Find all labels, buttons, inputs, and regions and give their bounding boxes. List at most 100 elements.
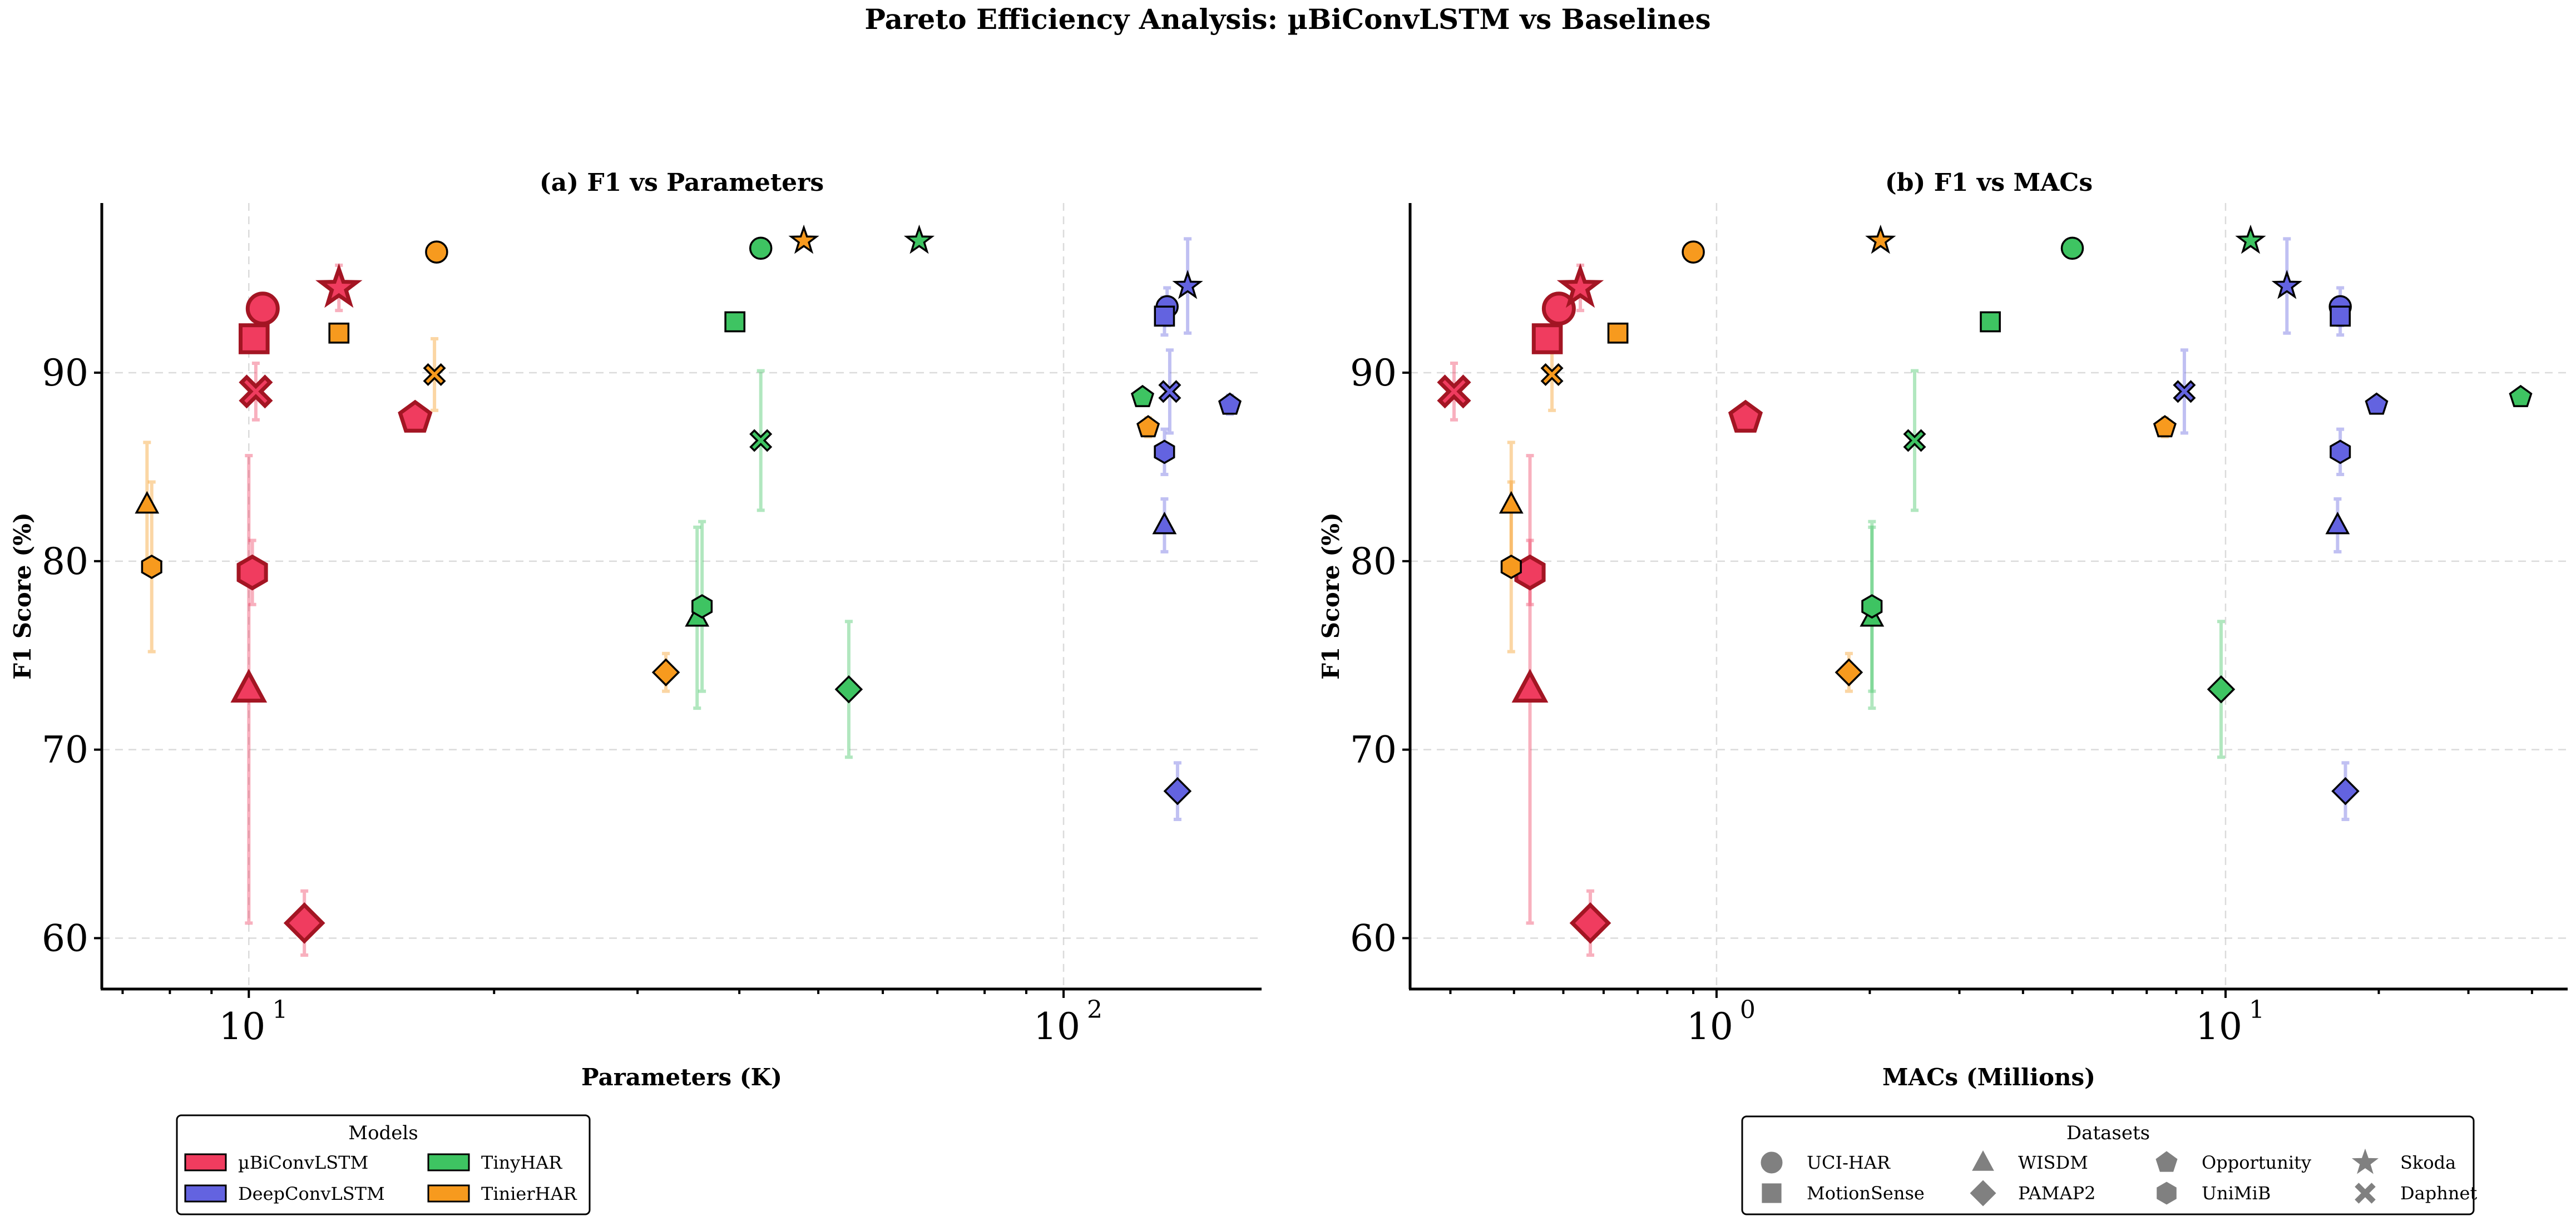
x-tick-label: 10 (1687, 1005, 1733, 1048)
y-axis-label: F1 Score (%) (9, 512, 36, 680)
point-tinierhar-pamap2 (651, 658, 680, 686)
point-mubiconvlstm-motionsense (238, 323, 270, 354)
legend-label: TinyHAR (481, 1152, 562, 1173)
point-deepconvlstm-skoda (2271, 270, 2302, 299)
datasets-legend-item-pamap2: PAMAP2 (1970, 1180, 2095, 1207)
datasets-legend-item-opportunity: Opportunity (2155, 1151, 2311, 1173)
y-tick-label: 60 (42, 917, 88, 960)
point-mubiconvlstm-daphnet (1437, 374, 1471, 409)
point-mubiconvlstm-wisdm (1511, 669, 1549, 703)
point-tinyhar-motionsense (1980, 311, 2001, 333)
datasets-legend-frame (1741, 1115, 2475, 1215)
y-tick-label: 60 (1350, 917, 1397, 960)
legend-swatch (184, 1153, 227, 1171)
y-tick-label: 90 (42, 352, 88, 394)
legend-marker (2355, 1183, 2376, 1204)
point-tinierhar-daphnet (423, 363, 446, 386)
legend-marker (2155, 1151, 2178, 1172)
point-tinyhar-pamap2 (834, 675, 863, 704)
legend-marker (1761, 1151, 1783, 1174)
point-deepconvlstm-wisdm (2325, 511, 2350, 535)
datasets-legend: Datasets UCI-HAR MotionSense WISDM PAMAP2 Opp… (1741, 1115, 2477, 1215)
models-legend: Models µBiConvLSTM DeepConvLSTM TinyHAR Tini… (176, 1114, 591, 1215)
legend-label: UCI-HAR (1807, 1152, 1891, 1173)
legend-marker (2351, 1148, 2379, 1174)
point-tinierhar-motionsense (1607, 322, 1629, 344)
point-mubiconvlstm-pamap2 (1569, 902, 1611, 944)
point-deepconvlstm-daphnet (2173, 380, 2196, 403)
x-tick-exponent: 0 (1740, 996, 1756, 1024)
point-tinyhar-opportunity (2509, 384, 2533, 407)
x-axis-label: Parameters (K) (581, 1064, 782, 1091)
point-tinierhar-uci-har (425, 240, 448, 264)
point-tinierhar-skoda (1865, 224, 1896, 254)
point-tinyhar-motionsense (724, 311, 746, 333)
point-tinierhar-uci-har (1682, 240, 1705, 264)
point-tinierhar-motionsense (328, 322, 350, 344)
x-tick-exponent: 1 (272, 996, 288, 1024)
point-tinierhar-wisdm (135, 491, 160, 514)
point-mubiconvlstm-wisdm (230, 669, 268, 703)
point-mubiconvlstm-skoda (1556, 263, 1604, 308)
point-tinierhar-skoda (788, 224, 819, 254)
legend-label: TinierHAR (481, 1183, 577, 1204)
point-mubiconvlstm-opportunity (1728, 399, 1763, 433)
y-tick-label: 80 (1350, 540, 1397, 583)
legend-label: Opportunity (2202, 1152, 2311, 1173)
datasets-legend-item-uci-har: UCI-HAR (1761, 1151, 1891, 1174)
y-tick-label: 70 (1350, 729, 1397, 772)
datasets-legend-item-wisdm: WISDM (1972, 1150, 2088, 1173)
legend-label: µBiConvLSTM (238, 1152, 368, 1173)
point-mubiconvlstm-pamap2 (283, 902, 325, 944)
datasets-legend-item-skoda: Skoda (2351, 1148, 2456, 1174)
y-tick-label: 90 (1350, 352, 1397, 394)
point-tinyhar-daphnet (1903, 429, 1926, 452)
x-tick-label: 10 (2196, 1005, 2242, 1048)
point-tinyhar-unimib (1861, 594, 1883, 619)
legend-label: WISDM (2018, 1152, 2088, 1173)
point-deepconvlstm-pamap2 (2331, 777, 2360, 805)
x-tick-label: 10 (219, 1005, 265, 1048)
legend-marker (1970, 1180, 1996, 1207)
legend-label: DeepConvLSTM (238, 1183, 385, 1204)
legend-label: Skoda (2400, 1152, 2456, 1173)
datasets-legend-item-daphnet: Daphnet (2355, 1183, 2477, 1204)
datasets-legend-item-unimib: UniMiB (2157, 1182, 2271, 1205)
point-tinyhar-skoda (903, 224, 935, 254)
point-tinierhar-pamap2 (1835, 658, 1863, 686)
point-mubiconvlstm-unimib (236, 554, 268, 591)
x-axis-label: MACs (Millions) (1882, 1064, 2095, 1091)
x-tick-exponent: 1 (2249, 996, 2264, 1024)
datasets-legend-item-motionsense: MotionSense (1762, 1183, 1925, 1204)
point-tinyhar-opportunity (1130, 384, 1155, 407)
datasets-legend-title: Datasets (2066, 1122, 2150, 1144)
legend-label: UniMiB (2202, 1183, 2271, 1204)
point-deepconvlstm-opportunity (2365, 392, 2389, 415)
legend-marker (1762, 1183, 1782, 1203)
point-tinierhar-opportunity (2153, 415, 2177, 438)
legend-marker (2157, 1182, 2177, 1205)
x-tick-label: 10 (1034, 1005, 1080, 1048)
point-mubiconvlstm-daphnet (239, 374, 273, 409)
point-deepconvlstm-motionsense (1154, 305, 1175, 327)
point-mubiconvlstm-uci-har (245, 291, 280, 326)
legend-label: PAMAP2 (2018, 1183, 2095, 1204)
models-legend-item-tinyhar: TinyHAR (427, 1152, 562, 1173)
point-deepconvlstm-motionsense (2330, 305, 2351, 327)
models-legend-item-deepconvlstm: DeepConvLSTM (184, 1183, 385, 1204)
point-tinyhar-unimib (691, 594, 713, 619)
panel-title: (b) F1 vs MACs (1885, 169, 2093, 197)
point-deepconvlstm-daphnet (1158, 380, 1181, 403)
y-axis-label: F1 Score (%) (1317, 512, 1344, 680)
point-tinyhar-uci-har (749, 236, 773, 260)
point-tinyhar-daphnet (749, 429, 773, 452)
point-deepconvlstm-opportunity (1218, 392, 1242, 415)
models-legend-item-mubiconvlstm: µBiConvLSTM (184, 1152, 368, 1173)
point-deepconvlstm-pamap2 (1163, 777, 1192, 805)
point-tinyhar-skoda (2235, 224, 2266, 254)
point-tinierhar-opportunity (1136, 415, 1160, 438)
point-tinierhar-unimib (141, 555, 162, 579)
y-tick-label: 80 (42, 540, 88, 583)
